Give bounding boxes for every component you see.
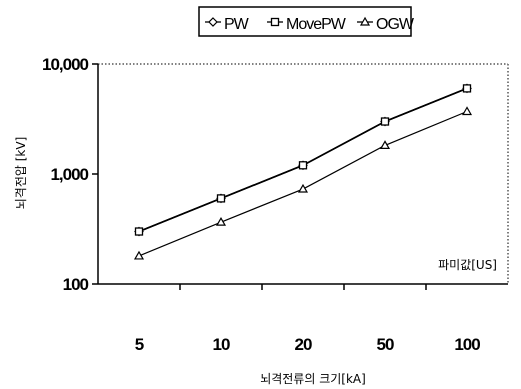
legend-box <box>198 6 412 37</box>
legend: PW MovePW OGW <box>198 6 416 37</box>
legend-label: MovePW <box>286 16 347 33</box>
x-tick-label: 10 <box>213 335 230 354</box>
annotation: 파미값[US] <box>438 258 497 272</box>
plot-area: 100 1,000 10,000 5 10 20 50 100 <box>42 55 509 354</box>
data-point-ogw <box>297 183 309 193</box>
series-line-pw <box>138 87 468 233</box>
y-axis-title: 뇌격전압 [kV] <box>14 137 28 210</box>
x-tick-label: 5 <box>135 335 144 354</box>
x-tick-label: 100 <box>454 335 480 354</box>
series-line-ogw <box>138 110 468 257</box>
y-tick-label: 10,000 <box>42 55 89 74</box>
data-point-movepw <box>216 194 226 203</box>
data-point-movepw <box>380 117 390 126</box>
data-point-movepw <box>298 161 308 170</box>
y-tick-label: 1,000 <box>50 165 88 184</box>
y-tick-label: 100 <box>63 275 89 294</box>
legend-label: OGW <box>376 16 415 33</box>
data-point-movepw <box>134 227 144 236</box>
data-point-ogw <box>215 216 227 226</box>
data-point-movepw <box>462 84 472 93</box>
legend-marker <box>270 17 280 27</box>
legend-label: PW <box>224 16 250 33</box>
data-point-ogw <box>133 250 145 260</box>
legend-marker <box>359 16 371 26</box>
x-tick-label: 50 <box>377 335 394 354</box>
data-point-ogw <box>461 106 473 116</box>
x-tick-label: 20 <box>295 335 312 354</box>
series-line-movepw <box>138 87 468 233</box>
data-point-ogw <box>379 140 391 149</box>
legend-marker <box>208 17 218 27</box>
x-axis-title: 뇌격전류의 크기[kA] <box>260 372 366 386</box>
